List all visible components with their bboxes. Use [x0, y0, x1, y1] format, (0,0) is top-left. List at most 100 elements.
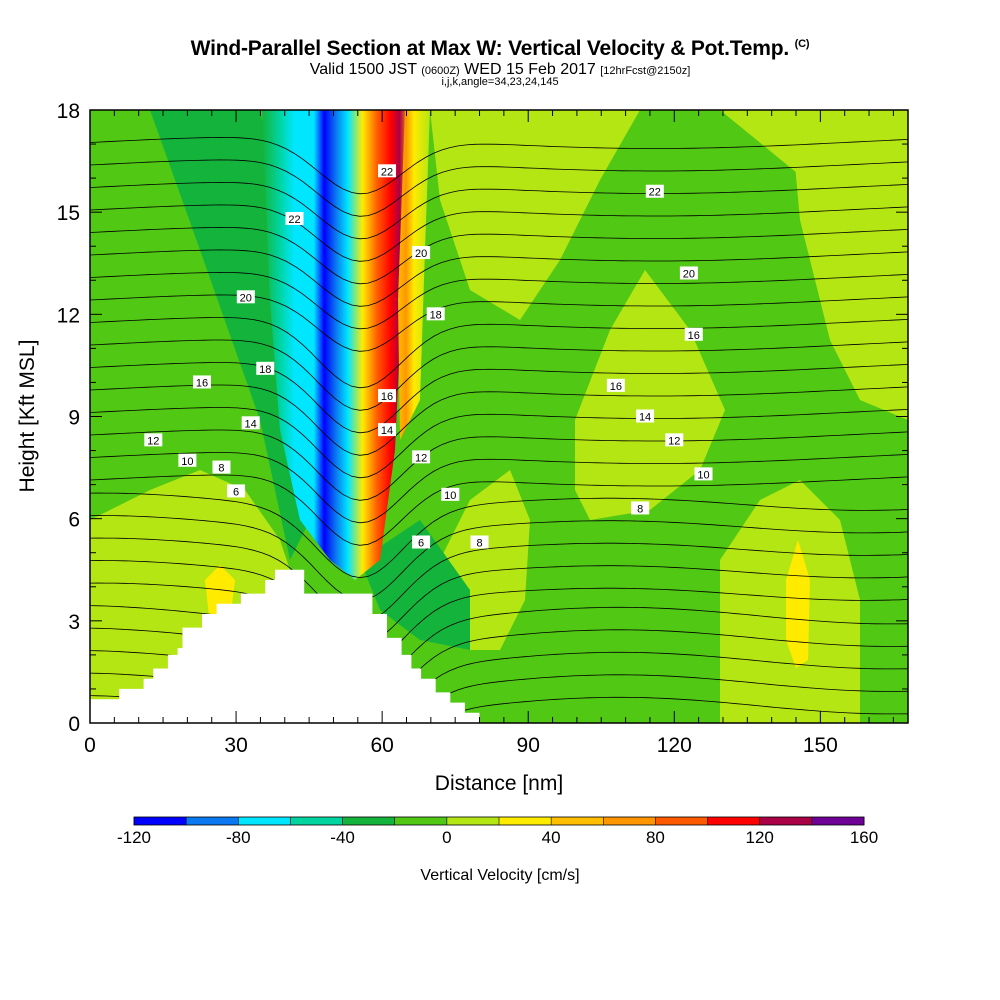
x-tick-label: 150 [803, 734, 838, 757]
contour-label: 8 [212, 460, 231, 475]
x-tick-label: 0 [84, 734, 96, 757]
chart-title-text: Wind-Parallel Section at Max W: Vertical… [190, 37, 790, 60]
wave-updraft-fringe [398, 110, 430, 440]
contour-label: 10 [441, 487, 460, 502]
contour-label: 14 [636, 409, 655, 424]
x-tick-label: 30 [224, 734, 247, 757]
contour-label-bg [378, 389, 397, 403]
contour-label-text: 10 [697, 469, 709, 481]
colorbar-label: 40 [542, 828, 561, 847]
theta-contour-line [90, 384, 908, 456]
contour-label: 6 [227, 484, 246, 498]
colorbar-swatch [446, 817, 500, 825]
contour-label-bg [665, 433, 684, 447]
colorbar-swatch [186, 817, 239, 825]
theta-contour-line [90, 136, 908, 195]
y-axis-title: Height [Kft MSL] [16, 340, 39, 493]
y-tick-label: 12 [57, 304, 80, 327]
y-tick-label: 6 [68, 509, 80, 532]
contour-label-bg [645, 184, 664, 198]
contour-label: 16 [684, 327, 703, 342]
theta-contour-line [90, 492, 908, 579]
updraft-region-upper [430, 110, 640, 320]
contour-label: 16 [606, 378, 625, 393]
colorbar-swatch [655, 817, 709, 825]
updraft-region-right-tall [720, 110, 908, 360]
y-tick-label: 9 [68, 407, 80, 430]
contour-label: 14 [378, 423, 397, 437]
contour-label-bg [412, 450, 431, 464]
theta-contour-line [90, 181, 908, 240]
contour-label: 10 [694, 467, 713, 481]
contour-label-bg [426, 307, 445, 321]
theta-contour-line [90, 362, 908, 434]
contour-label: 22 [645, 184, 664, 199]
contour-label-bg [285, 211, 304, 225]
contour-label: 12 [665, 433, 684, 447]
chart-title: Wind-Parallel Section at Max W: Vertical… [0, 37, 1000, 61]
contour-label-text: 8 [218, 463, 224, 475]
colorbar-swatch [499, 817, 552, 825]
contour-label-bg [412, 535, 431, 549]
contour-label-text: 16 [196, 377, 208, 389]
contour-label-bg [144, 433, 163, 447]
theta-contour-line [90, 474, 908, 546]
colorbar-swatch [238, 817, 291, 825]
contour-label-text: 12 [415, 452, 427, 464]
contour-label-text: 16 [610, 381, 622, 393]
theta-contour-line [90, 515, 908, 601]
theta-contour-line [90, 159, 908, 217]
contour-label-text: 8 [637, 503, 643, 515]
contour-label-bg [256, 361, 275, 375]
theta-contour-line [90, 582, 908, 669]
contour-label-bg [412, 246, 431, 260]
contour-label-bg [631, 501, 650, 515]
contour-label-text: 10 [181, 456, 193, 468]
contour-label: 8 [631, 501, 650, 515]
contour-label-bg [636, 409, 655, 423]
colorbar-swatch [811, 817, 865, 825]
contour-label: 18 [426, 307, 445, 321]
theta-contours [90, 136, 908, 723]
theta-contour-line [90, 339, 908, 411]
theta-contour-line [90, 560, 908, 646]
contour-label-text: 16 [381, 391, 393, 403]
contour-label-text: 12 [147, 435, 159, 447]
contour-label-bg [241, 416, 260, 430]
contour-label-text: 14 [245, 418, 257, 430]
contour-label-bg [694, 467, 713, 481]
contour-label: 20 [679, 266, 698, 280]
contour-label-text: 22 [649, 187, 661, 199]
terrain-mask [90, 569, 480, 723]
contour-label: 6 [412, 535, 431, 550]
contour-label-text: 6 [418, 538, 424, 550]
chart-subtitle: Valid 1500 JST (0600Z) WED 15 Feb 2017 [… [0, 61, 1000, 79]
colorbar-swatch [603, 817, 656, 825]
contour-label-text: 6 [233, 486, 239, 498]
y-axis: 0 3 6 9 12 15 18 [57, 100, 908, 736]
colorbar-label: 160 [850, 828, 878, 847]
contour-label-text: 8 [476, 538, 482, 550]
colorbar-label: -80 [226, 828, 251, 847]
contour-label-text: 16 [688, 330, 700, 342]
contour-label-text: 20 [683, 268, 695, 280]
colorbar-swatch [551, 817, 604, 825]
colorbar-swatch [134, 817, 187, 825]
valid-time-prefix: Valid 1500 JST [309, 61, 417, 78]
theta-contour-line [90, 407, 908, 479]
contour-label-text: 22 [381, 166, 393, 178]
contour-label-text: 18 [430, 309, 442, 321]
forecast-info: [12hrFcst@2150z] [600, 65, 691, 77]
wave-couplet-band [262, 110, 410, 580]
colorbar-swatch [394, 817, 448, 825]
contour-label-bg [378, 164, 397, 178]
contour-label: 22 [285, 211, 304, 226]
updraft-core-yellow-right [786, 540, 810, 668]
contour-label-text: 18 [259, 364, 271, 376]
colorbar-label: 120 [746, 828, 774, 847]
contour-label-text: 14 [381, 425, 393, 437]
contour-label-bg [192, 375, 211, 389]
colorbar-title: Vertical Velocity [cm/s] [420, 867, 579, 884]
contour-label: 10 [178, 453, 197, 468]
colorbar-swatch [342, 817, 396, 825]
